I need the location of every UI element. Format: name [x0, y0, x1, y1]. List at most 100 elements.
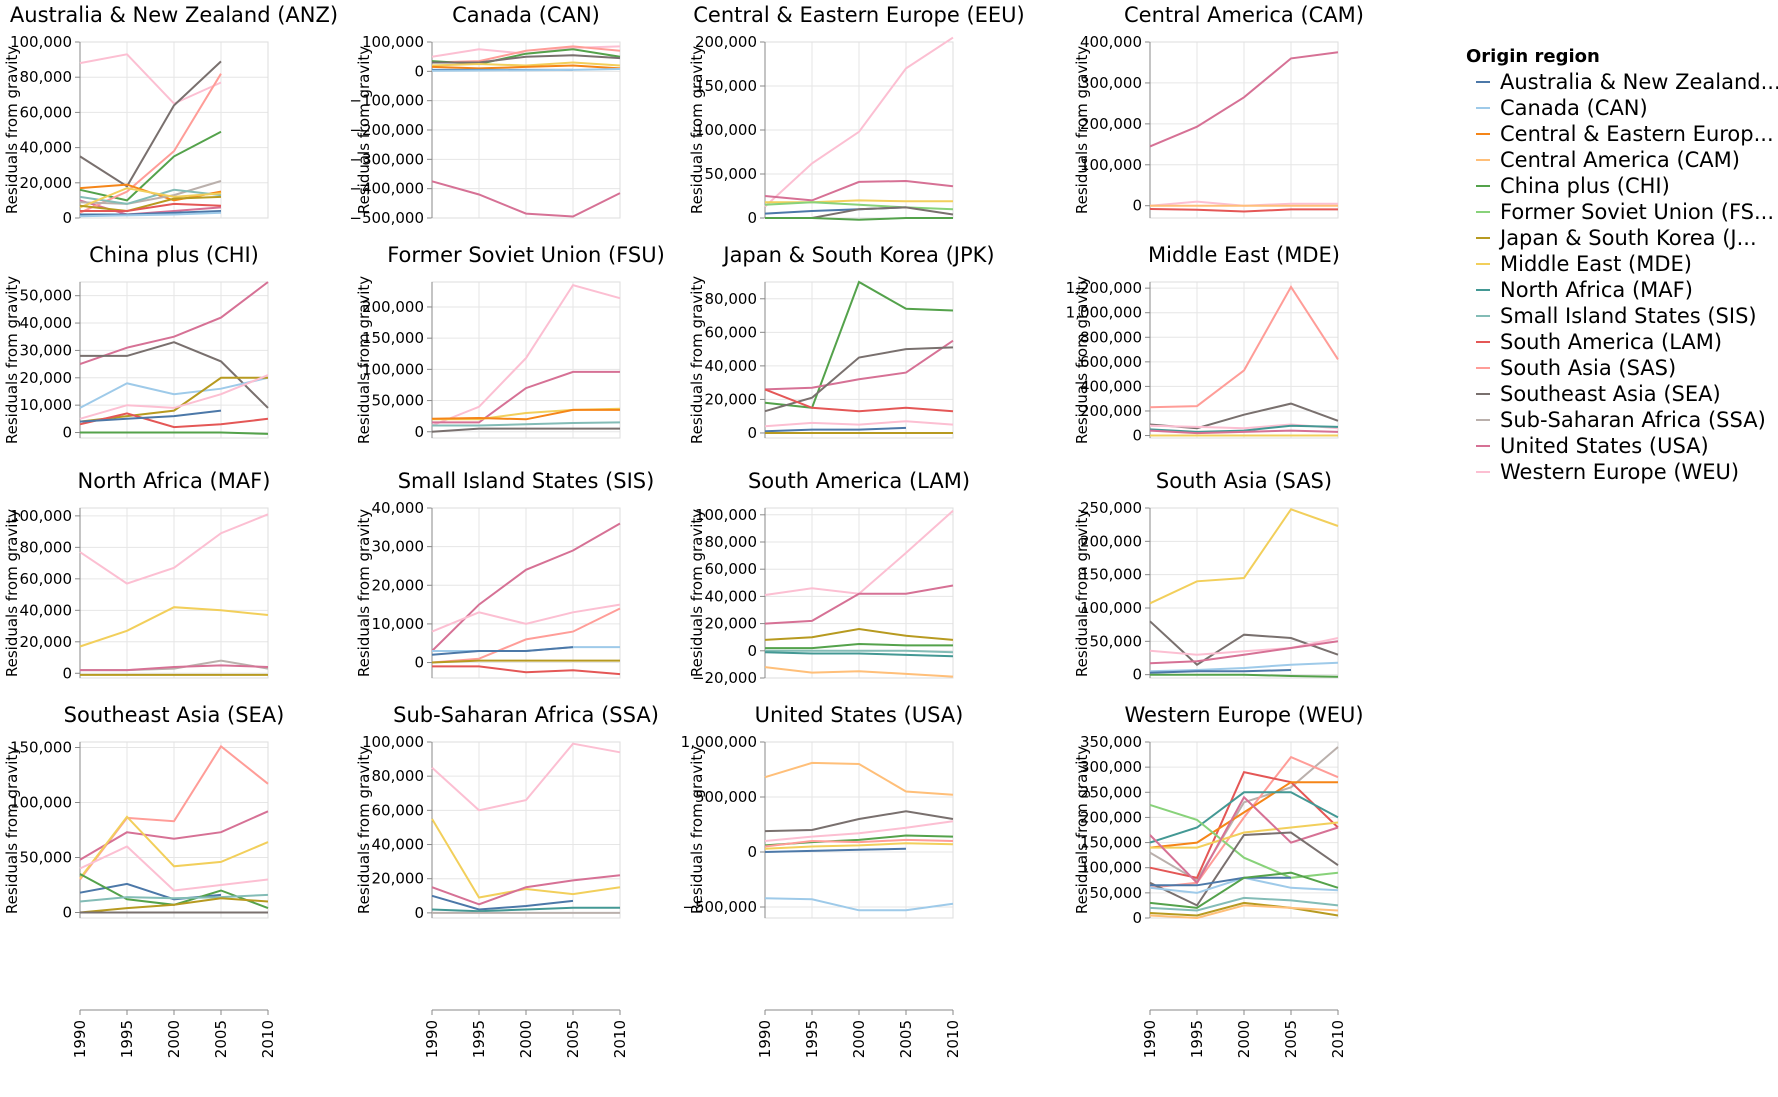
series-line [80, 664, 269, 672]
series-line [79, 376, 269, 409]
x-tick-label: 1995 [803, 1020, 821, 1058]
y-tick-label: 60,000 [372, 801, 425, 819]
series-line [431, 894, 574, 911]
y-tick-label: −500,000 [349, 209, 424, 227]
y-tick-label: 50,000 [20, 849, 73, 867]
series-line [431, 408, 620, 421]
y-axis-label: Residuals from gravity [3, 276, 21, 444]
legend-item: North Africa (MAF) [1460, 277, 1778, 303]
legend-item: Central America (CAM) [1460, 147, 1778, 173]
legend-swatch [1476, 289, 1490, 291]
chart-title: Sub-Saharan Africa (SSA) [393, 703, 659, 727]
legend-item: Japan & South Korea (J... [1460, 225, 1778, 251]
series-line [1149, 424, 1339, 433]
y-tick-label: 0 [414, 904, 424, 922]
y-tick-label: 350,000 [1080, 733, 1142, 751]
y-tick-label: 0 [747, 642, 757, 660]
series-line [764, 838, 954, 848]
y-tick-label: 100,000 [1080, 156, 1142, 174]
y-tick-label: 200,000 [1080, 808, 1142, 826]
y-axis-label: Residuals from gravity [355, 746, 373, 914]
series-line [432, 421, 621, 427]
y-tick-label: 50,000 [1090, 884, 1143, 902]
y-tick-label: 150,000 [1080, 834, 1142, 852]
x-tick-label: 2010 [944, 1020, 962, 1058]
legend-swatch [1476, 471, 1490, 473]
y-tick-label: −300,000 [349, 150, 424, 168]
legend-label: Southeast Asia (SEA) [1500, 382, 1721, 406]
y-tick-label: 100,000 [1080, 599, 1142, 617]
series-line [79, 845, 269, 892]
x-tick-label: 1995 [470, 1020, 488, 1058]
y-tick-label: 0 [747, 209, 757, 227]
y-axis-label: Residuals from gravity [1073, 746, 1091, 914]
legend-item: South Asia (SAS) [1460, 355, 1778, 381]
series-line [1150, 821, 1339, 849]
x-tick-label: 2005 [564, 1020, 582, 1058]
legend-label: Former Soviet Union (FS... [1500, 200, 1775, 224]
y-tick-label: 20,000 [372, 870, 425, 888]
series-line [764, 179, 954, 202]
series-line [764, 847, 907, 853]
series-line [764, 651, 954, 658]
legend-item: Sub-Saharan Africa (SSA) [1460, 407, 1778, 433]
chart-panel: 0 50,000 100,000 150,000 200,000 Former Sovie… [355, 243, 665, 444]
series-line [1149, 51, 1339, 148]
series-line [79, 187, 222, 209]
series-line [79, 130, 222, 202]
chart-panel: 0 20,000 40,000 60,000 80,000 Japan & South K… [688, 243, 995, 444]
y-tick-label: 50,000 [372, 392, 425, 410]
series-line [764, 761, 954, 796]
legend-label: Sub-Saharan Africa (SSA) [1500, 408, 1766, 432]
series-line [431, 64, 621, 70]
y-tick-label: 40,000 [705, 587, 758, 605]
y-axis-label: Residuals from gravity [1073, 276, 1091, 444]
series-line [431, 818, 621, 899]
y-tick-label: 60,000 [705, 323, 758, 341]
y-tick-label: 80,000 [705, 533, 758, 551]
series-line [1149, 791, 1339, 844]
series-line [79, 180, 222, 205]
series-line [764, 426, 907, 433]
y-tick-label: 10,000 [20, 396, 73, 414]
y-tick-label: 100,000 [10, 507, 72, 525]
y-axis-label: Residuals from gravity [355, 276, 373, 444]
series-line [1149, 208, 1338, 213]
y-tick-label: 800,000 [1080, 328, 1142, 346]
series-line [1149, 781, 1338, 849]
series-line [1149, 904, 1339, 920]
y-tick-label: 0 [414, 654, 424, 672]
y-tick-label: 150,000 [1080, 566, 1142, 584]
legend-swatch [1476, 237, 1490, 239]
chart-title: South America (LAM) [748, 469, 970, 493]
series-line [79, 815, 269, 880]
y-tick-label: 50,000 [20, 287, 73, 305]
y-tick-label: 100,000 [695, 121, 757, 139]
series-line [765, 649, 954, 654]
legend-swatch [1476, 263, 1490, 265]
legend-label: Australia & New Zealand... [1500, 70, 1778, 94]
chart-title: Former Soviet Union (FSU) [387, 243, 665, 267]
legend-item: United States (USA) [1460, 433, 1778, 459]
y-tick-label: 80,000 [705, 290, 758, 308]
y-tick-label: 0 [1132, 666, 1142, 684]
x-tick-label: 2000 [850, 1020, 868, 1058]
chart-title: North Africa (MAF) [78, 469, 271, 493]
legend-swatch [1476, 133, 1490, 135]
series-line [1150, 673, 1339, 678]
series-line [764, 36, 954, 208]
series-line [431, 906, 620, 913]
y-tick-label: 300,000 [1080, 758, 1142, 776]
series-line [1149, 831, 1339, 907]
series-line [79, 513, 269, 585]
y-tick-label: 80,000 [20, 68, 73, 86]
chart-panel: 0 10,000 20,000 30,000 40,000 50,000 China plu… [3, 243, 269, 444]
y-tick-label: 500,000 [695, 788, 757, 806]
y-tick-label: 600,000 [1080, 353, 1142, 371]
y-tick-label: 400,000 [1080, 377, 1142, 395]
y-tick-label: 30,000 [372, 538, 425, 556]
y-tick-label: 150,000 [10, 739, 72, 757]
y-tick-label: 40,000 [372, 836, 425, 854]
chart-panel: 0 50,000 100,000 150,000 Southeast Asia (SEA… [3, 703, 284, 1058]
chart-panel: 0 20,000 40,000 60,000 80,000 100,000 North Af… [3, 469, 270, 682]
